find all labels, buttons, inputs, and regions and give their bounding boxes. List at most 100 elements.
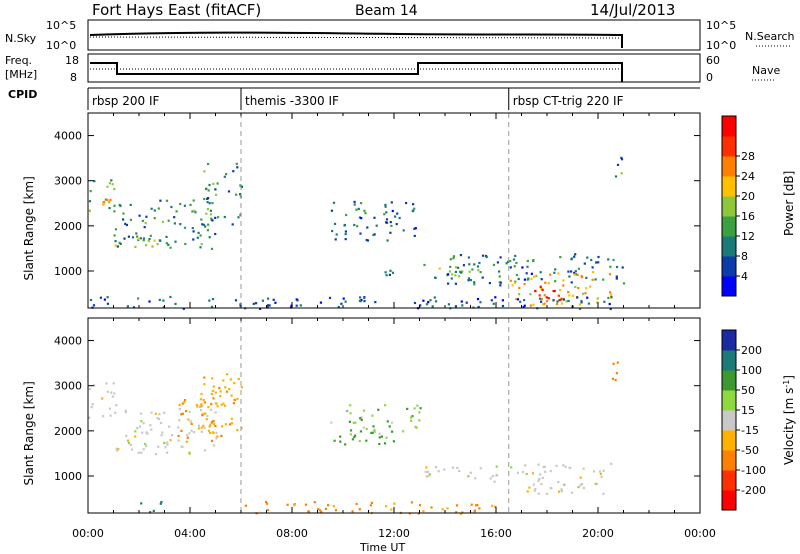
data-cell [92, 304, 96, 307]
data-cell [108, 407, 112, 410]
colorbar-tick-label: -100 [741, 464, 766, 477]
data-cell [616, 361, 619, 364]
data-cell [93, 180, 96, 183]
data-cell [105, 382, 108, 385]
data-cell [419, 407, 422, 410]
nave-tick-bottom: 0 [706, 71, 713, 84]
scatter-region [330, 200, 417, 242]
data-cell [357, 207, 360, 210]
data-cell [591, 266, 594, 269]
data-cell [219, 394, 222, 398]
data-cell [266, 508, 269, 512]
data-cell [467, 256, 470, 259]
data-cell [362, 409, 366, 412]
nave-label: Nave [752, 64, 780, 77]
data-cell [344, 443, 347, 446]
data-cell [106, 296, 109, 299]
data-cell [441, 508, 444, 511]
data-cell [209, 423, 212, 426]
data-cell [200, 392, 203, 396]
data-cell [349, 433, 352, 436]
data-cell [196, 236, 199, 239]
scatter-region [88, 382, 116, 419]
data-cell [145, 244, 148, 247]
scatter-region [330, 404, 422, 446]
data-cell [210, 217, 213, 220]
data-cell [180, 429, 183, 432]
data-cell [390, 201, 393, 204]
data-cell [235, 162, 238, 165]
data-cell [214, 402, 218, 405]
data-cell [129, 443, 132, 446]
data-cell [153, 217, 156, 220]
y-tick-label: 4000 [54, 130, 82, 143]
data-cell [349, 404, 352, 407]
data-cell [167, 219, 170, 222]
data-cell [197, 427, 200, 430]
data-cell [529, 304, 532, 307]
data-cell [319, 301, 322, 304]
data-cell [265, 502, 269, 505]
data-cell [556, 302, 559, 306]
data-cell [511, 284, 514, 287]
data-cell [585, 287, 588, 290]
data-cell [422, 510, 425, 513]
data-cell [473, 263, 476, 266]
data-cell [114, 411, 117, 414]
data-cell [591, 271, 595, 274]
data-cell [189, 203, 192, 206]
data-cell [330, 421, 333, 424]
data-cell [188, 410, 191, 413]
colorbar-tick-label: -200 [741, 484, 766, 497]
data-cell [547, 282, 550, 285]
data-cell [212, 385, 215, 388]
data-cell [274, 301, 277, 304]
data-cell [214, 391, 217, 394]
y-tick-label: 1000 [54, 470, 82, 483]
data-cell [230, 422, 234, 425]
data-cell [211, 439, 214, 442]
data-cell [318, 509, 322, 512]
data-cell [231, 223, 234, 226]
data-cell [489, 477, 492, 480]
data-cell [452, 255, 455, 258]
data-cell [513, 265, 516, 268]
data-cell [569, 466, 572, 470]
data-cell [103, 298, 106, 301]
y-axis-label: Slant Range [km] [22, 381, 36, 485]
data-cell [526, 265, 529, 268]
data-cell [514, 254, 517, 257]
data-cell [358, 216, 361, 219]
data-cell [195, 403, 198, 407]
data-cell [183, 226, 187, 229]
data-cell [499, 281, 502, 284]
freq-strip-frame [87, 53, 701, 83]
data-cell [549, 273, 552, 276]
data-cell [590, 258, 593, 262]
data-cell [410, 501, 413, 504]
data-cell [140, 412, 143, 415]
data-cell [539, 271, 542, 274]
data-cell [144, 442, 147, 446]
colorbar-tick-label: 50 [741, 384, 755, 397]
data-cell [620, 158, 624, 161]
data-cell [573, 273, 576, 276]
data-cell [416, 404, 419, 407]
data-cell [545, 492, 548, 495]
data-cell [380, 435, 383, 438]
data-cell [398, 216, 401, 220]
data-cell [457, 266, 460, 269]
data-cell [535, 274, 538, 277]
data-cell [452, 466, 455, 469]
data-cell [225, 390, 228, 393]
data-cell [457, 275, 461, 278]
plot-area [88, 318, 700, 513]
data-cell [211, 298, 215, 301]
data-cell [560, 488, 563, 491]
data-cell [518, 286, 521, 289]
data-cell [206, 415, 209, 418]
data-cell [557, 294, 560, 297]
data-cell [162, 299, 165, 302]
colorbar-tick-label: 4 [741, 270, 748, 283]
